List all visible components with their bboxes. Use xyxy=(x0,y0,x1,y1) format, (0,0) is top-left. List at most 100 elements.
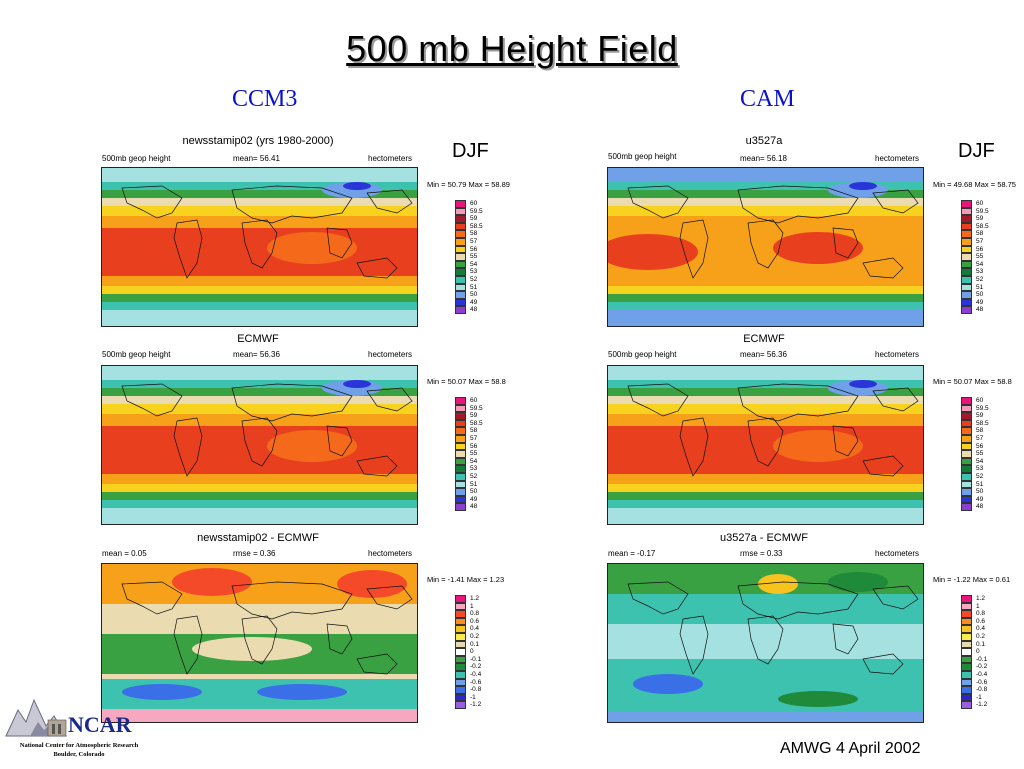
legend-entry: 55 xyxy=(961,253,989,261)
legend-swatch xyxy=(961,412,972,420)
legend-entry: -1.2 xyxy=(455,701,481,709)
legend-swatch xyxy=(455,268,466,276)
legend-swatch xyxy=(455,291,466,299)
legend-label: 60 xyxy=(470,397,478,404)
legend-swatch xyxy=(455,610,466,618)
legend-label: 48 xyxy=(976,306,984,314)
legend-swatch xyxy=(455,625,466,633)
legend-swatch xyxy=(455,450,466,458)
legend-entry: 58.5 xyxy=(961,419,989,428)
legend-label: 58.5 xyxy=(470,222,483,230)
legend-swatch xyxy=(961,253,972,261)
legend-label: 1.2 xyxy=(470,595,480,602)
legend-label: -0.1 xyxy=(976,655,988,663)
legend-swatch xyxy=(455,298,466,307)
panel-units-label: hectometers xyxy=(875,549,920,558)
legend-entry: 59.5 xyxy=(455,207,483,216)
legend-swatch xyxy=(455,237,466,246)
panel-minmax: Min = 49.68 Max = 58.75 xyxy=(933,180,1016,189)
legend-label: 59.5 xyxy=(976,404,989,412)
season-label-left: DJF xyxy=(452,140,489,162)
map-plot xyxy=(102,168,417,326)
legend-label: 59 xyxy=(976,215,984,223)
legend-entry: 0.4 xyxy=(455,625,481,633)
legend-label: 55 xyxy=(976,450,984,458)
panel-units-label: hectometers xyxy=(875,154,920,163)
legend-entry: -0.1 xyxy=(961,655,988,664)
panel-minmax: Min = -1.22 Max = 0.61 xyxy=(933,575,1011,584)
legend-swatch xyxy=(961,693,972,702)
legend-label: 51 xyxy=(976,283,984,291)
panel-rmse-label: rmse = 0.36 xyxy=(233,549,276,558)
legend-entry: 53 xyxy=(455,268,483,276)
legend-label: 58 xyxy=(976,427,984,435)
legend-entry: 0.1 xyxy=(455,640,481,649)
legend-entry: 60 xyxy=(961,397,989,405)
legend-entry: 52 xyxy=(961,275,989,284)
panel-rmse-label: rmse = 0.33 xyxy=(740,549,783,558)
legend-label: -0.8 xyxy=(976,686,988,694)
map-cam-ecmwf xyxy=(607,365,924,525)
legend-swatch xyxy=(961,632,972,641)
legend-swatch xyxy=(961,625,972,633)
panel-variable-label: 500mb geop height xyxy=(608,152,677,161)
legend-label: -1.2 xyxy=(976,701,988,709)
legend-swatch xyxy=(455,260,466,269)
map-plot xyxy=(608,366,923,524)
legend-entry: 0.2 xyxy=(961,632,987,641)
legend-label: 0.2 xyxy=(470,632,480,640)
legend-label: 60 xyxy=(470,200,478,207)
legend-label: 0.8 xyxy=(470,610,480,618)
legend-label: 59.5 xyxy=(470,404,483,412)
legend-entry: -0.6 xyxy=(455,678,481,687)
legend-entry: 0.4 xyxy=(961,625,987,633)
panel-minmax: Min = 50.07 Max = 58.8 xyxy=(933,377,1012,386)
legend-swatch xyxy=(961,450,972,458)
legend-label: 50 xyxy=(470,291,478,299)
map-plot xyxy=(608,168,923,326)
legend-swatch xyxy=(961,602,972,611)
legend-entry: 60 xyxy=(961,200,989,208)
legend-entry: 0.8 xyxy=(961,610,987,618)
legend-label: 49 xyxy=(976,298,984,306)
legend-entry: 58 xyxy=(961,230,989,238)
legend-swatch xyxy=(455,397,466,405)
legend-entry: 54 xyxy=(961,260,989,269)
legend-label: 54 xyxy=(470,260,478,268)
colorbar-legend: 1.2 1 0.8 0.6 0.4 0.2 0.1 0 -0.1 -0.2 -0.4 -0.6 -0.8… xyxy=(961,595,987,709)
legend-entry: 57 xyxy=(455,434,483,443)
legend-label: -0.8 xyxy=(470,686,482,694)
legend-entry: 51 xyxy=(455,283,483,292)
legend-entry: -1.2 xyxy=(961,701,987,709)
legend-label: 57 xyxy=(976,434,984,442)
legend-entry: 49 xyxy=(455,495,483,504)
legend-swatch xyxy=(455,495,466,504)
legend-swatch xyxy=(961,617,972,626)
legend-label: 0.1 xyxy=(976,640,986,648)
legend-swatch xyxy=(961,465,972,473)
legend-entry: 58 xyxy=(455,230,483,238)
legend-swatch xyxy=(455,678,466,687)
panel-variable-label: 500mb geop height xyxy=(102,350,171,359)
legend-label: 1 xyxy=(976,602,980,610)
legend-label: 51 xyxy=(470,480,478,488)
legend-entry: 51 xyxy=(961,283,989,292)
legend-swatch xyxy=(455,412,466,420)
legend-entry: 56 xyxy=(961,442,989,451)
legend-swatch xyxy=(455,200,466,208)
legend-swatch xyxy=(455,488,466,496)
colorbar-legend: 60 59.5 59 58.5 58 57 56 55 54 53 52 51 50 49 48 xyxy=(961,397,989,511)
panel-title-ccm3-diff: newsstamip02 - ECMWF xyxy=(197,532,319,544)
panel-units-label: hectometers xyxy=(368,350,413,359)
legend-label: 59.5 xyxy=(976,207,989,215)
ncar-logo-line1: National Center for Atmospheric Research xyxy=(19,742,139,749)
legend-swatch xyxy=(455,457,466,466)
season-label-right: DJF xyxy=(958,140,995,162)
legend-entry: 54 xyxy=(961,457,989,466)
legend-label: 48 xyxy=(470,306,478,314)
legend-swatch xyxy=(961,298,972,307)
legend-entry: -0.2 xyxy=(455,663,481,671)
legend-label: 56 xyxy=(976,245,984,253)
panel-variable-label: 500mb geop height xyxy=(608,350,677,359)
legend-entry: 0.1 xyxy=(961,640,987,649)
